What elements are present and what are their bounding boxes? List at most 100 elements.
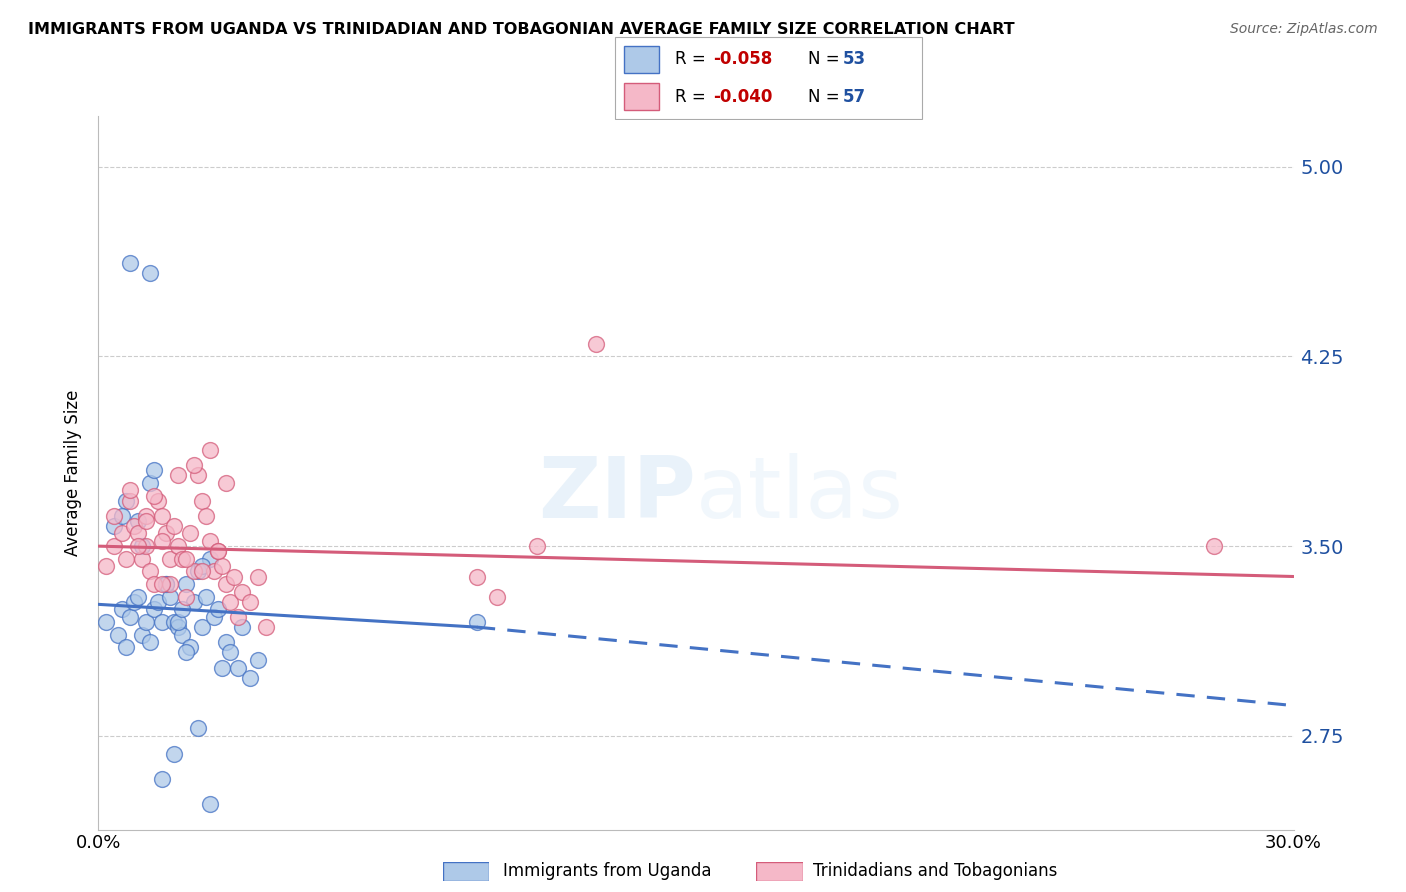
Point <box>111 508 134 523</box>
Point <box>131 539 153 553</box>
Point <box>143 577 166 591</box>
Point <box>179 526 201 541</box>
Point <box>465 569 488 583</box>
Point <box>172 628 194 642</box>
Point <box>207 602 229 616</box>
Point <box>143 463 166 477</box>
Text: Immigrants from Uganda: Immigrants from Uganda <box>503 863 711 880</box>
Point <box>159 551 181 566</box>
Point <box>159 590 181 604</box>
Point <box>219 645 242 659</box>
Point <box>198 534 221 549</box>
Point <box>148 493 170 508</box>
Text: R =: R = <box>675 87 711 105</box>
Point <box>139 565 162 579</box>
Text: R =: R = <box>675 50 711 68</box>
Text: 53: 53 <box>842 50 866 68</box>
Point <box>485 590 508 604</box>
Point <box>148 595 170 609</box>
Point <box>183 565 205 579</box>
Point <box>159 577 181 591</box>
Point <box>167 620 190 634</box>
Point <box>198 442 221 457</box>
Point <box>195 508 218 523</box>
Point <box>124 595 146 609</box>
Point <box>124 519 146 533</box>
Point <box>111 602 134 616</box>
Bar <box>624 83 659 111</box>
Point <box>226 610 249 624</box>
Point <box>207 544 229 558</box>
Point <box>191 565 214 579</box>
Point <box>191 620 214 634</box>
Point <box>167 615 190 629</box>
Point <box>526 539 548 553</box>
Text: N =: N = <box>808 87 845 105</box>
Point <box>239 595 262 609</box>
Point <box>135 508 157 523</box>
Point <box>191 559 214 574</box>
Point <box>115 551 138 566</box>
Point <box>174 645 197 659</box>
Point <box>187 565 209 579</box>
Point <box>115 640 138 655</box>
Point <box>131 628 153 642</box>
Point <box>585 336 607 351</box>
Point <box>150 772 173 786</box>
Point <box>150 615 173 629</box>
Point <box>139 635 162 649</box>
Point <box>127 514 149 528</box>
Bar <box>624 45 659 73</box>
Point <box>187 468 209 483</box>
Text: Trinidadians and Tobagonians: Trinidadians and Tobagonians <box>813 863 1057 880</box>
Point <box>163 615 186 629</box>
Point <box>198 551 221 566</box>
Text: -0.058: -0.058 <box>713 50 772 68</box>
Point <box>111 526 134 541</box>
Point <box>215 635 238 649</box>
Point <box>207 544 229 558</box>
Point <box>167 468 190 483</box>
Point <box>127 526 149 541</box>
Point <box>167 539 190 553</box>
Text: 57: 57 <box>842 87 866 105</box>
Point <box>174 577 197 591</box>
Point <box>139 266 162 280</box>
Point <box>96 559 118 574</box>
Point <box>187 722 209 736</box>
Point <box>246 653 269 667</box>
Point <box>183 595 205 609</box>
Point <box>127 590 149 604</box>
Point <box>150 577 173 591</box>
Point <box>465 615 488 629</box>
Point <box>163 747 186 761</box>
Point <box>195 590 218 604</box>
Point <box>202 565 225 579</box>
Point <box>211 660 233 674</box>
Point <box>254 620 277 634</box>
Point <box>135 539 157 553</box>
Point <box>143 602 166 616</box>
Point <box>191 493 214 508</box>
Text: atlas: atlas <box>696 452 904 536</box>
Point <box>115 493 138 508</box>
Text: Source: ZipAtlas.com: Source: ZipAtlas.com <box>1230 22 1378 37</box>
Point <box>231 584 253 599</box>
Y-axis label: Average Family Size: Average Family Size <box>65 390 83 556</box>
Point <box>150 508 173 523</box>
Point <box>246 569 269 583</box>
Point <box>172 551 194 566</box>
Point <box>120 610 142 624</box>
Point <box>219 595 242 609</box>
Point <box>135 615 157 629</box>
Point <box>107 628 129 642</box>
Point <box>120 493 142 508</box>
Point <box>179 640 201 655</box>
Point <box>120 483 142 498</box>
Point <box>103 539 125 553</box>
Point <box>198 797 221 812</box>
Point <box>103 508 125 523</box>
Point <box>163 519 186 533</box>
Point <box>155 526 177 541</box>
Point <box>96 615 118 629</box>
